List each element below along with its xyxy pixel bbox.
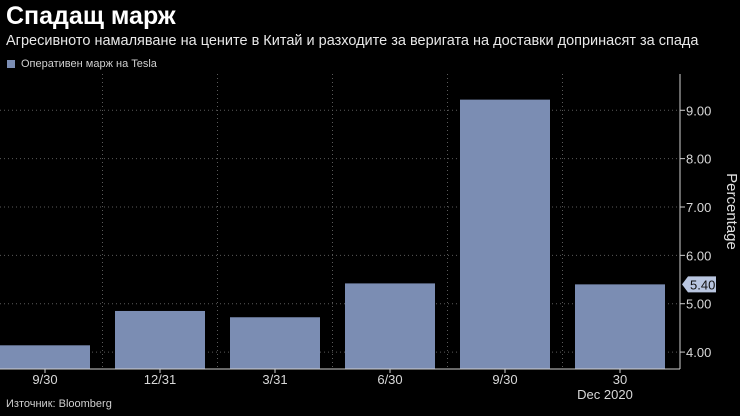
bars-layer	[0, 99, 665, 369]
last-value-callout: 5.40	[682, 276, 716, 293]
axis-layer: 4.00 5.00 6.00 7.00 8.00 9.00 9/30 12/31 3/31 6/3…	[0, 74, 740, 402]
x-tick-label: 9/30	[492, 372, 517, 387]
legend-label: Оперативен марж на Tesla	[21, 58, 157, 70]
bar	[0, 345, 90, 369]
chart-subtitle: Агресивното намаляване на цените в Китай…	[6, 33, 699, 49]
y-tick-label: 8.00	[686, 152, 711, 167]
x-tick-sublabel: Dec 2020	[577, 387, 633, 402]
y-tick-label: 4.00	[686, 345, 711, 360]
y-tick-label: 6.00	[686, 248, 711, 263]
x-tick-label: 30	[613, 372, 627, 387]
legend: Оперативен марж на Tesla	[7, 57, 157, 71]
y-axis-title: Percentage	[723, 173, 740, 250]
y-tick-label: 5.00	[686, 297, 711, 312]
bar	[460, 99, 550, 369]
legend-swatch	[7, 60, 15, 68]
callout-label: 5.40	[690, 277, 715, 292]
y-tick-label: 7.00	[686, 200, 711, 215]
grid-layer	[0, 74, 680, 369]
x-tick-label: 3/31	[262, 372, 287, 387]
x-tick-label: 12/31	[144, 372, 177, 387]
y-tick-label: 9.00	[686, 103, 711, 118]
source-note: Източник: Bloomberg	[6, 398, 112, 410]
bar	[115, 310, 205, 369]
bar	[345, 283, 435, 369]
callout-badge	[682, 276, 716, 293]
chart-title: Спадащ марж	[6, 2, 176, 30]
bar	[230, 317, 320, 369]
bar	[575, 284, 665, 369]
x-tick-label: 9/30	[32, 372, 57, 387]
x-tick-label: 6/30	[377, 372, 402, 387]
